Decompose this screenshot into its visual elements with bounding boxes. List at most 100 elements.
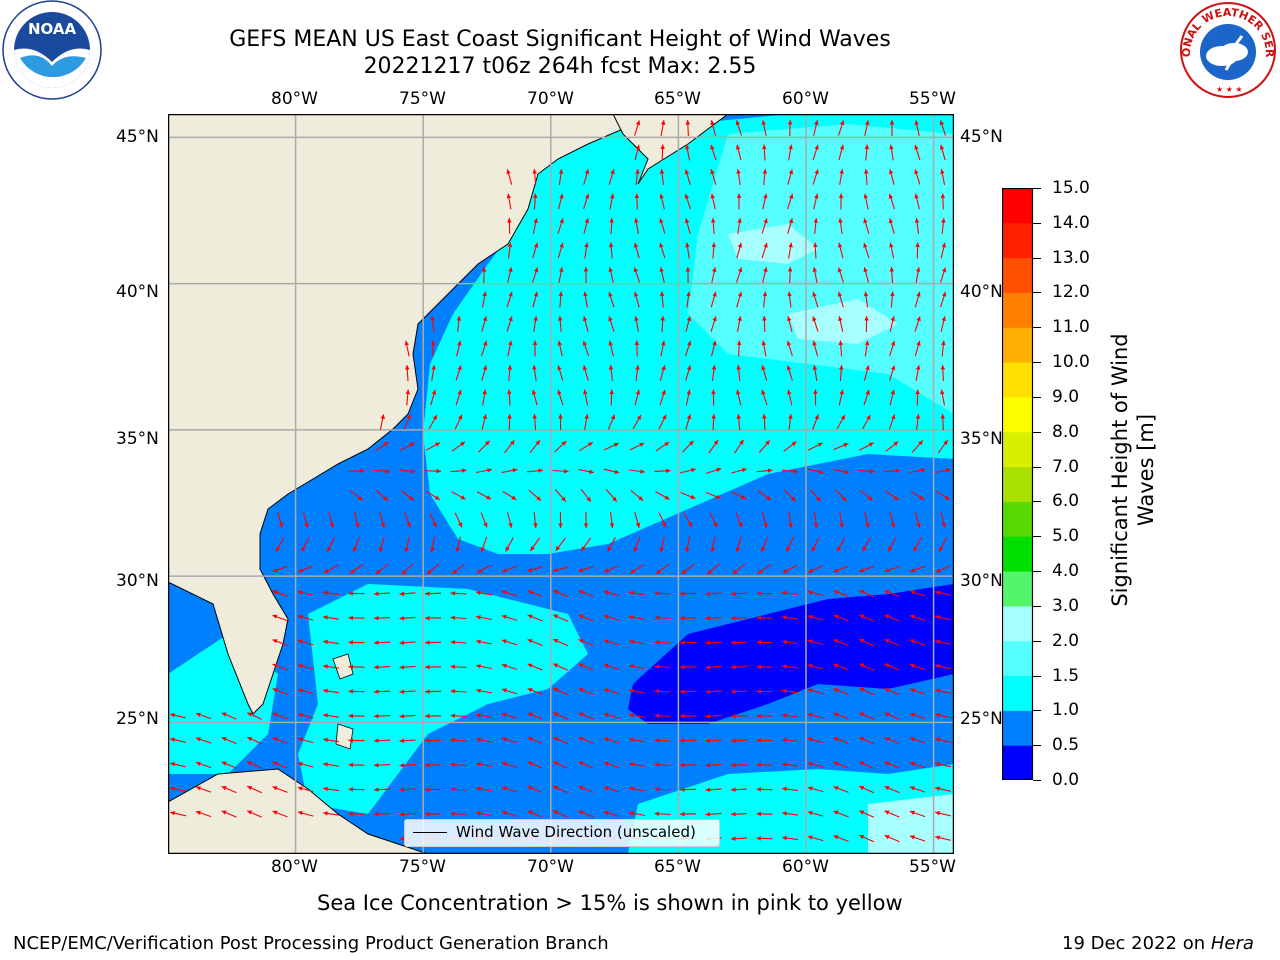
wind-arrow-head xyxy=(941,291,947,297)
wind-arrow-head xyxy=(762,316,767,321)
wind-arrow-head xyxy=(634,316,639,321)
wind-arrow-head xyxy=(685,120,691,125)
wind-arrow-head xyxy=(940,414,946,419)
wind-arrow-head xyxy=(761,546,766,552)
wind-arrow-head xyxy=(482,389,487,395)
wind-arrow-head xyxy=(680,762,685,768)
wind-arrow-head xyxy=(457,365,462,371)
wind-arrow-head xyxy=(889,144,894,150)
footer-date: 19 Dec 2022 on Hera xyxy=(1062,933,1254,954)
wind-arrow-head xyxy=(736,389,741,395)
wind-arrow-head xyxy=(839,365,844,370)
wind-arrow-head xyxy=(782,713,787,718)
wind-arrow-head xyxy=(914,144,919,150)
lat-label-right-35n: 35°N xyxy=(960,429,1003,449)
wind-arrow-head xyxy=(476,786,481,792)
colorbar-tick-mark xyxy=(1033,710,1041,712)
wind-arrow-head xyxy=(323,811,328,816)
wind-arrow-head xyxy=(943,440,948,445)
wind-arrow-head xyxy=(737,291,743,297)
wind-arrow-head xyxy=(763,218,768,224)
wind-arrow-head xyxy=(609,523,615,528)
wind-arrow-head xyxy=(807,688,813,693)
wind-arrow-head xyxy=(587,442,593,447)
wind-arrow-head xyxy=(552,567,558,573)
wind-arrow-head xyxy=(502,568,507,573)
wind-arrow-head xyxy=(482,316,488,322)
wind-arrow-head xyxy=(482,365,488,371)
wind-arrow-head xyxy=(859,568,864,573)
wind-arrow-head xyxy=(705,616,711,621)
wind-arrow-head xyxy=(195,712,201,717)
wind-arrow-head xyxy=(297,786,303,791)
wind-arrow-head xyxy=(814,414,819,420)
wind-arrow-head xyxy=(865,365,870,371)
wind-arrow-head xyxy=(409,442,415,447)
wind-arrow-head xyxy=(888,169,894,175)
wind-arrow-head xyxy=(757,569,763,574)
wind-arrow-head xyxy=(867,496,873,501)
wind-arrow-head xyxy=(635,120,641,126)
wind-arrow-head xyxy=(941,522,946,528)
wind-arrow-head xyxy=(578,567,584,573)
wind-arrow-head xyxy=(735,120,741,126)
wind-arrow-head xyxy=(399,714,405,719)
wind-arrow-head xyxy=(425,591,430,596)
wind-arrow-head xyxy=(434,495,440,500)
wind-arrow-head xyxy=(476,590,481,596)
wind-arrow-head xyxy=(304,522,309,528)
wind-arrow-head xyxy=(859,663,865,668)
wind-arrow-head xyxy=(711,242,716,248)
wind-arrow-head xyxy=(686,316,692,322)
wind-arrow-head xyxy=(705,665,711,670)
wind-arrow-head xyxy=(664,495,670,500)
wind-arrow-head xyxy=(680,615,685,621)
wind-arrow-head xyxy=(914,120,919,125)
wind-arrow-head xyxy=(558,291,563,297)
wind-arrow-head xyxy=(654,615,660,620)
wind-arrow-head xyxy=(380,522,386,528)
wind-arrow-head xyxy=(659,218,664,224)
wind-arrow-head xyxy=(297,737,303,742)
wind-arrow-head xyxy=(756,787,761,792)
wind-arrow-head xyxy=(404,340,409,346)
wind-arrow-head xyxy=(711,218,716,223)
colorbar-segment xyxy=(1002,222,1033,259)
wind-arrow-head xyxy=(487,468,492,473)
wind-arrow-head xyxy=(736,365,741,370)
wind-arrow-head xyxy=(839,144,845,150)
wind-arrow-head xyxy=(603,688,609,693)
wind-arrow-head xyxy=(763,193,768,199)
wind-arrow-head xyxy=(888,193,894,199)
wind-arrow-head xyxy=(530,546,535,551)
colorbar-segment xyxy=(1002,257,1033,293)
svg-text:★ ★ ★: ★ ★ ★ xyxy=(1216,85,1243,94)
wind-arrow-head xyxy=(374,615,379,621)
wind-arrow-head xyxy=(807,712,813,718)
band-2.0-3.0-b xyxy=(788,299,898,344)
wind-arrow-head xyxy=(941,267,947,273)
wind-arrow-head xyxy=(399,787,405,792)
colorbar-segment xyxy=(1002,710,1033,746)
wind-arrow-head xyxy=(685,242,690,248)
wind-arrow-head xyxy=(501,688,507,693)
land-north-america xyxy=(168,114,639,715)
wind-arrow-head xyxy=(685,144,690,150)
wind-arrow-head xyxy=(935,786,941,791)
wind-arrow-head xyxy=(863,291,869,297)
wind-arrow-head xyxy=(553,590,559,595)
wind-arrow-head xyxy=(508,267,513,273)
wind-arrow-head xyxy=(680,640,685,645)
wind-arrow-head xyxy=(705,738,711,743)
wind-arrow-head xyxy=(812,291,817,297)
wind-arrow-head xyxy=(833,761,839,766)
wind-arrow-head xyxy=(713,440,719,445)
wind-arrow-head xyxy=(581,546,586,551)
wind-arrow-head xyxy=(707,569,713,575)
wind-arrow-head xyxy=(839,389,844,395)
band-2.0-3.0-a xyxy=(728,224,818,264)
wind-arrow-head xyxy=(559,193,564,199)
wind-arrow-head xyxy=(380,414,385,419)
wind-arrow-head xyxy=(629,713,634,718)
wind-arrow-head xyxy=(435,442,440,447)
